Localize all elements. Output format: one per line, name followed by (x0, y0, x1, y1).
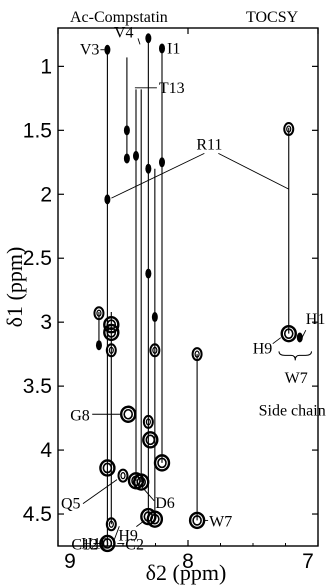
y-tick-label: 4.5 (23, 503, 52, 526)
cross-peak-small (159, 43, 165, 54)
cross-peak-small (133, 150, 139, 161)
cross-peak-medium (105, 517, 117, 532)
cross-peak-medium (93, 306, 105, 321)
cross-peak-small (159, 157, 165, 168)
cross-peak-core (157, 457, 167, 469)
cross-peak-large (142, 431, 159, 449)
y-tick-label: 3 (40, 311, 52, 334)
cross-peak-small (104, 194, 111, 205)
cross-peak-small (123, 153, 130, 164)
cross-peak-medium (105, 343, 117, 358)
annotation-leader (137, 38, 141, 45)
cross-peak-small (145, 268, 152, 279)
cross-peak-small (296, 332, 303, 343)
annotation-leader (138, 483, 155, 502)
annotation-label: W7 (209, 513, 232, 530)
cross-peak-core (96, 309, 102, 317)
cross-peak-core (108, 346, 114, 354)
y-axis-label-text: δ1 (ppm) (2, 247, 27, 328)
cross-peak-core (152, 346, 158, 354)
cross-peak-large (132, 473, 150, 491)
annotation-label: I1 (167, 40, 180, 57)
annotation-label: Q5 (61, 496, 81, 513)
cross-peak-core (283, 328, 294, 339)
cross-peak-core (102, 538, 113, 549)
cross-peak-core (102, 462, 113, 474)
cross-peak-large (119, 405, 137, 423)
annotation-label: H10 (306, 311, 326, 328)
axis-ticks: 1 1.5 2 2.5 3 3.5 4 4.5 9 8 7 (23, 28, 319, 573)
annotation-leader (112, 526, 120, 543)
cross-peak-small (104, 44, 111, 55)
y-axis-label: δ1 (ppm) (2, 247, 27, 328)
y-tick-label: 1.5 (23, 119, 52, 142)
cross-peak-core (194, 350, 200, 358)
cross-peak-large (146, 510, 164, 528)
annotation-label: H10 (81, 535, 109, 552)
annotation-leader (272, 337, 282, 345)
cross-peak-medium (142, 414, 154, 429)
annotation-label: W7 (285, 370, 308, 387)
cross-peak-core (106, 327, 117, 338)
cross-peak-core (106, 319, 117, 331)
annotation-label: G8 (70, 407, 90, 424)
y-tick-label: 1 (40, 55, 52, 78)
cross-peak-core (120, 472, 126, 480)
annotation-leader (136, 520, 145, 527)
annotation-label: Side chains (259, 402, 326, 419)
annotation-label: C12 (71, 536, 98, 553)
annotation-leader (82, 479, 118, 505)
annotation-label: T13 (159, 80, 185, 97)
cross-peak-medium (117, 468, 129, 483)
y-tick-label: 3.5 (23, 375, 52, 398)
x-tick-label: 9 (64, 550, 76, 573)
cross-peak-medium (191, 347, 203, 362)
x-tick-label: 8 (182, 550, 194, 573)
cross-peak-large (103, 316, 120, 334)
annotation-leader (301, 329, 307, 339)
cross-peak-core (286, 125, 292, 133)
cross-peak-large (280, 324, 297, 343)
annotation-leaders (82, 38, 312, 544)
x-tick-label: 7 (302, 550, 314, 573)
annotation-label: R11 (196, 136, 222, 153)
annotation-label: H9 (118, 528, 138, 545)
annotation-label: V4 (114, 24, 134, 41)
annotation-label: V3 (80, 42, 100, 59)
x-axis-label-text: δ2 (ppm) (146, 560, 227, 585)
chart-title-right: TOCSY (246, 9, 299, 26)
cross-peak-small (95, 340, 102, 351)
side-chain-brace (278, 351, 312, 361)
cross-peak-core (192, 515, 202, 526)
cross-peak-core (150, 513, 160, 525)
cross-peak-small (151, 312, 158, 323)
cross-peak-small (145, 33, 152, 44)
cross-peak-core (123, 408, 133, 420)
y-tick-label: 4 (40, 439, 52, 462)
cross-peaks (93, 33, 303, 553)
cross-peak-large (103, 323, 120, 342)
cross-peak-large (99, 459, 116, 477)
annotation-leader (111, 152, 205, 199)
y-tick-label: 2.5 (23, 247, 52, 270)
cross-peak-core (145, 434, 156, 446)
cross-peak-core (108, 520, 114, 528)
chart-title-left: Ac-Compstatin (70, 9, 168, 26)
cross-peak-medium (283, 122, 295, 137)
cross-peak-small (145, 163, 152, 174)
spin-system-lines (98, 38, 290, 543)
cross-peak-medium (149, 343, 161, 358)
annotation-leader (218, 152, 289, 190)
annotation-label: H9 (253, 341, 273, 358)
annotation-label: C2 (125, 536, 144, 553)
cross-peak-small (123, 125, 130, 136)
cross-peak-large (153, 454, 171, 472)
annotation-labels: V3V4I1T13R11G8Q5H10C12C2D6H9W7H10H9W7Sid… (61, 24, 326, 553)
plot-frame (57, 27, 319, 547)
cross-peak-core (145, 418, 151, 426)
y-tick-label: 2 (40, 183, 52, 206)
annotation-label: D6 (155, 495, 175, 512)
x-axis-label: δ2 (ppm) (146, 560, 227, 585)
